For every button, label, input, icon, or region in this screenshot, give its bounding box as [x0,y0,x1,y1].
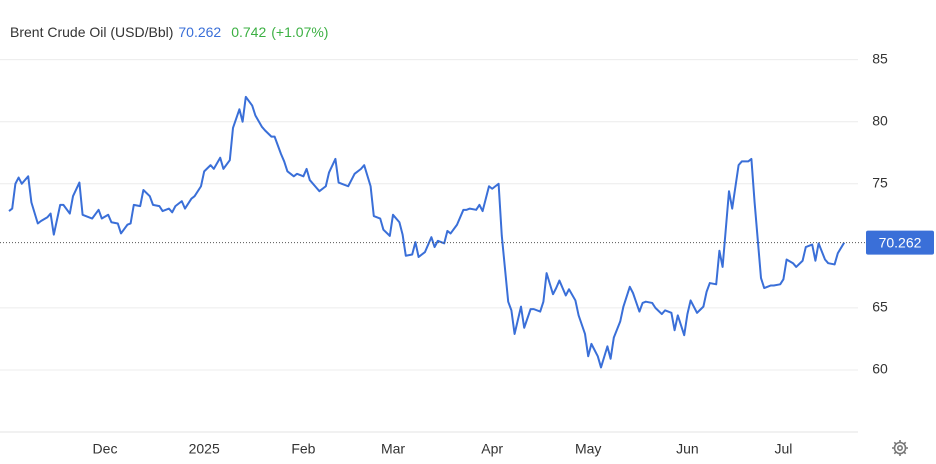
x-tick-label: Feb [291,441,315,457]
change-percent: (+1.07%) [271,24,328,40]
chart-title: Brent Crude Oil (USD/Bbl) [10,24,173,40]
price-line [8,95,846,369]
chart-header: Brent Crude Oil (USD/Bbl) 70.262 0.742 (+1.… [10,24,328,40]
x-tick-label: Jun [676,441,699,457]
y-tick-label: 65 [872,299,888,315]
y-tick-label: 80 [872,112,888,128]
grid: 60 65 75 80 85 Dec 2025 Feb Mar Apr May Jun Jul [0,50,888,457]
x-tick-label: May [575,441,601,457]
change: 0.742 [231,24,266,40]
last-value-label: 70.262 [879,234,922,250]
x-tick-label: Apr [481,441,503,457]
y-tick-label: 60 [872,361,888,377]
last-value-box [866,230,934,255]
y-tick-label: 75 [872,174,888,190]
x-tick-label: Dec [93,441,118,457]
plot: 70.262 [0,95,934,369]
last-price: 70.262 [178,24,221,40]
x-tick-label: Jul [774,441,792,457]
x-tick-label: Mar [381,441,405,457]
settings-icon[interactable] [892,440,908,456]
x-tick-label: 2025 [189,441,220,457]
y-tick-label: 85 [872,50,888,66]
